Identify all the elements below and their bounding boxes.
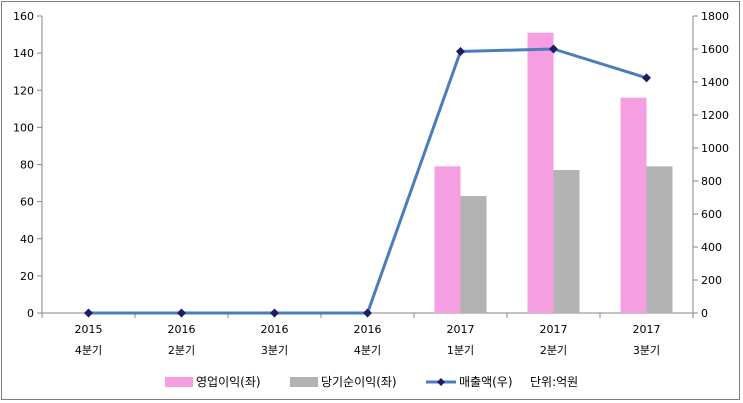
category-label-year: 2017 bbox=[633, 323, 661, 336]
category-label-year: 2016 bbox=[354, 323, 382, 336]
left-tick-label: 0 bbox=[27, 307, 34, 320]
category-label-year: 2017 bbox=[447, 323, 475, 336]
left-tick-label: 100 bbox=[13, 121, 34, 134]
left-tick-label: 80 bbox=[20, 159, 34, 172]
right-tick-label: 0 bbox=[701, 307, 708, 320]
right-tick-label: 400 bbox=[701, 241, 722, 254]
category-label-quarter: 1분기 bbox=[447, 344, 474, 357]
left-tick-label: 20 bbox=[20, 270, 34, 283]
category-label-quarter: 2분기 bbox=[540, 344, 567, 357]
right-tick-label: 800 bbox=[701, 175, 722, 188]
revenue-point bbox=[642, 73, 651, 83]
bar-0 bbox=[620, 97, 647, 313]
category-label-year: 2015 bbox=[75, 323, 103, 336]
revenue-point bbox=[549, 44, 558, 54]
revenue-point bbox=[84, 308, 93, 318]
right-tick-label: 600 bbox=[701, 208, 722, 221]
legend-label-operating-profit: 영업이익(좌) bbox=[196, 375, 261, 389]
revenue-point bbox=[270, 308, 279, 318]
category-label-year: 2016 bbox=[168, 323, 196, 336]
revenue-point bbox=[177, 308, 186, 318]
right-tick-label: 200 bbox=[701, 274, 722, 287]
category-label-year: 2017 bbox=[540, 323, 568, 336]
left-tick-label: 160 bbox=[13, 10, 34, 23]
category-label-quarter: 3분기 bbox=[633, 344, 660, 357]
category-label-quarter: 4분기 bbox=[354, 344, 381, 357]
legend-swatch-net-income bbox=[290, 377, 318, 387]
unit-note: 단위:억원 bbox=[530, 375, 578, 389]
bar-1 bbox=[460, 196, 487, 313]
legend-swatch-revenue-marker bbox=[437, 378, 445, 386]
left-tick-label: 120 bbox=[13, 84, 34, 97]
bar-0 bbox=[434, 166, 461, 313]
category-label-quarter: 2분기 bbox=[168, 344, 195, 357]
legend-label-revenue: 매출액(우) bbox=[459, 375, 513, 389]
revenue-point bbox=[456, 46, 465, 56]
bar-1 bbox=[646, 166, 673, 313]
left-tick-label: 60 bbox=[20, 196, 34, 209]
right-tick-label: 1400 bbox=[701, 76, 729, 89]
right-tick-label: 1800 bbox=[701, 10, 729, 23]
right-tick-label: 1000 bbox=[701, 142, 729, 155]
category-label-quarter: 3분기 bbox=[261, 344, 288, 357]
category-label-year: 2016 bbox=[261, 323, 289, 336]
left-tick-label: 40 bbox=[20, 233, 34, 246]
bar-0 bbox=[527, 32, 554, 314]
right-tick-label: 1600 bbox=[701, 43, 729, 56]
bar-1 bbox=[553, 170, 580, 313]
left-tick-label: 140 bbox=[13, 47, 34, 60]
category-label-quarter: 4분기 bbox=[75, 344, 102, 357]
legend-label-net-income: 당기순이익(좌) bbox=[321, 375, 397, 389]
right-tick-label: 1200 bbox=[701, 109, 729, 122]
legend-swatch-operating-profit bbox=[165, 377, 193, 387]
revenue-point bbox=[363, 308, 372, 318]
